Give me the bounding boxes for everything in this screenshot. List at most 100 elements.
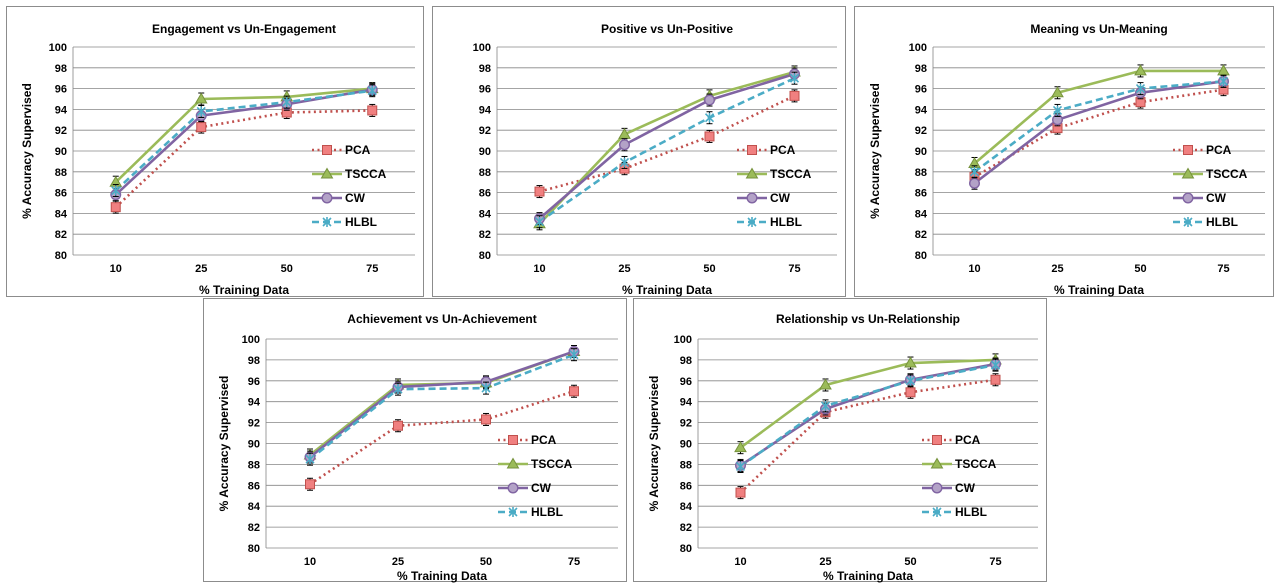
legend-marker-cw [1182,192,1194,204]
data-point-tscca [904,356,917,368]
data-point-hlbl [1218,76,1229,87]
legend: PCA TSCCA CW HLBL [737,143,812,229]
chart-title: Meaning vs Un-Meaning [1030,22,1167,36]
x-tick-label: 25 [618,263,630,275]
data-point-tscca [819,378,832,390]
data-point-hlbl [111,185,121,196]
y-tick-label: 86 [680,480,692,492]
chart-relationship: Relationship vs Un-Relationship 80 82 84 86 8… [647,312,1038,583]
data-point-hlbl [282,97,292,108]
y-tick-label: 82 [55,229,67,241]
legend-marker-tscca [745,167,759,179]
y-tick-label: 90 [248,439,260,451]
series-line-tscca [114,87,373,184]
y-tick-label: 80 [248,543,260,555]
y-tick-label: 84 [680,501,693,513]
data-point-hlbl [990,360,1001,371]
legend-marker-pca [322,145,332,155]
chart-panel-achievement: Achievement vs Un-Achievement 80 82 84 86 88 9… [203,298,627,583]
x-axis-label: % Training Data [622,283,712,297]
data-point-hlbl [367,85,377,96]
legend-label-pca: PCA [531,433,557,447]
x-tick-label: 75 [1217,263,1229,275]
y-tick-label: 84 [479,208,492,220]
legend-label-cw: CW [531,481,552,495]
y-tick-label: 82 [680,522,692,534]
y-tick-label: 90 [915,146,927,158]
legend-marker-pca [1183,145,1193,155]
data-point-pca [196,122,207,133]
x-tick-label: 25 [195,263,207,275]
y-tick-label: 80 [55,250,67,262]
x-axis-label: % Training Data [397,569,487,583]
legend-marker-hlbl [322,217,332,227]
legend-marker-cw [931,482,943,494]
legend-label-hlbl: HLBL [345,215,377,229]
y-tick-label: 100 [674,334,692,346]
y-tick-label: 86 [479,188,491,200]
legend-marker-hlbl [1183,217,1193,227]
data-point-pca [534,186,545,197]
x-tick-label: 25 [819,556,831,568]
y-tick-label: 82 [915,229,927,241]
data-point-pca [990,374,1001,385]
y-tick-label: 96 [915,84,927,96]
chart-title: Positive vs Un-Positive [601,22,733,36]
legend-marker-tscca [930,457,944,469]
x-axis-label: % Training Data [1054,283,1144,297]
y-tick-label: 82 [248,522,260,534]
legend: PCA TSCCA CW HLBL [1173,143,1248,229]
chart-panel-meaning: Meaning vs Un-Meaning 80 82 84 86 88 90 92 94 96 9… [854,6,1274,297]
x-tick-label: 75 [568,556,580,568]
legend-label-pca: PCA [345,143,371,157]
y-tick-label: 92 [248,418,260,430]
y-tick-label: 96 [55,84,67,96]
data-point-pca [393,420,403,431]
data-point-hlbl [393,384,403,395]
y-tick-label: 80 [915,250,927,262]
y-tick-label: 98 [479,63,491,75]
y-tick-label: 90 [479,146,491,158]
series-line-cw [973,80,1224,185]
data-point-hlbl [969,166,980,177]
legend-label-hlbl: HLBL [531,505,563,519]
data-point-cw [968,177,980,189]
series-line-hlbl [114,89,373,192]
legend-label-pca: PCA [955,433,981,447]
series-line-cw [114,88,373,196]
chart-title: Relationship vs Un-Relationship [776,312,960,326]
series-line-pca [114,109,373,209]
x-tick-label: 50 [703,263,715,275]
y-tick-label: 92 [680,418,692,430]
chart-positive: Positive vs Un-Positive 80 82 84 86 88 90 92 94 9… [473,22,837,297]
legend-marker-cw [507,482,519,494]
legend-marker-hlbl [508,507,518,517]
legend-marker-tscca [1181,167,1195,179]
y-tick-label: 90 [55,146,67,158]
y-tick-label: 86 [55,188,67,200]
legend-label-cw: CW [345,191,366,205]
legend-marker-pca [932,435,942,445]
y-tick-label: 88 [915,167,927,179]
legend-label-pca: PCA [1206,143,1232,157]
legend-label-hlbl: HLBL [1206,215,1238,229]
data-point-hlbl [534,216,545,227]
y-tick-label: 84 [55,208,68,220]
y-tick-label: 88 [55,167,67,179]
legend-label-cw: CW [1206,191,1227,205]
data-point-tscca [1134,64,1147,76]
y-tick-label: 100 [242,334,260,346]
data-point-hlbl [789,73,800,84]
data-point-hlbl [1135,83,1146,94]
legend-marker-tscca [320,167,334,179]
y-tick-label: 92 [55,125,67,137]
chart-achievement: Achievement vs Un-Achievement 80 82 84 86 88 9… [217,312,618,583]
y-tick-label: 92 [479,125,491,137]
y-axis-label: % Accuracy Supervised [217,376,231,512]
x-tick-label: 10 [533,263,545,275]
legend-marker-cw [321,192,333,204]
data-point-hlbl [704,112,715,123]
legend-label-tscca: TSCCA [531,457,573,471]
chart-meaning: Meaning vs Un-Meaning 80 82 84 86 88 90 92 94 96 9… [868,22,1265,297]
legend: PCA TSCCA CW HLBL [498,433,573,519]
